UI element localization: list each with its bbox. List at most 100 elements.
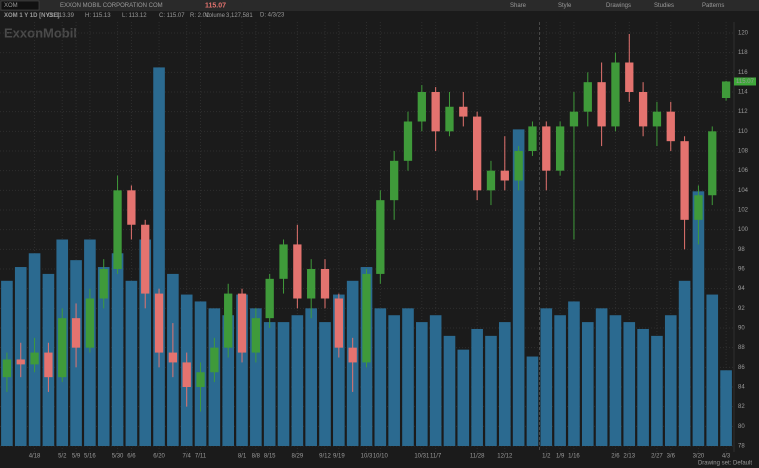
volume-bar — [125, 280, 138, 446]
volume-bar — [374, 308, 387, 446]
volume-readout: 3,127,581 — [226, 13, 253, 19]
candle-body — [403, 121, 413, 161]
candle-body — [542, 126, 551, 171]
x-tick-label: 11/28 — [470, 454, 485, 460]
toolbar-button[interactable]: Drawings — [606, 3, 631, 9]
candle-body — [113, 190, 122, 269]
volume-label: Volume — [205, 13, 226, 19]
y-tick-label: 86 — [738, 365, 745, 371]
x-tick-label: 6/20 — [153, 454, 165, 460]
candle-body — [569, 111, 579, 127]
candle-body — [168, 352, 178, 363]
ohlc-close: C: 115.07 — [159, 13, 185, 19]
volume-bar — [429, 315, 442, 446]
x-tick-label: 7/4 — [183, 454, 192, 460]
toolbar-button[interactable]: Style — [558, 3, 572, 9]
candle-body — [583, 82, 592, 112]
candle-body — [265, 278, 274, 319]
candle-body — [293, 244, 302, 299]
ohlc-open: O: 113.39 — [48, 13, 75, 19]
symbol-box[interactable] — [0, 0, 40, 11]
candle-body — [500, 170, 509, 181]
candle-body — [459, 106, 468, 117]
volume-bar — [305, 308, 317, 446]
volume-bar — [250, 308, 262, 446]
x-tick-label: 5/2 — [58, 454, 67, 460]
candle-body — [307, 269, 316, 299]
candle-body — [16, 359, 25, 365]
x-tick-label: 3/6 — [667, 454, 676, 460]
candle-body — [99, 269, 108, 299]
watermark: ExxonMobil — [4, 25, 77, 40]
candle-body — [638, 92, 648, 127]
ohlc-high: H: 115.13 — [85, 13, 111, 19]
date-readout: D: 4/3/23 — [260, 13, 285, 19]
candle-body — [141, 224, 150, 294]
candle-body — [71, 318, 81, 348]
chart-label: XOM 1 Y 1D [NYSE] — [4, 13, 59, 19]
last-price-label: 115.07 — [736, 79, 755, 85]
volume-bar — [526, 356, 539, 446]
volume-bar — [595, 308, 608, 446]
y-tick-label: 104 — [738, 188, 749, 194]
candle-body — [514, 151, 523, 181]
candle-body — [251, 318, 261, 353]
volume-bar — [153, 67, 165, 447]
x-tick-label: 2/27 — [651, 454, 663, 460]
candle-body — [445, 106, 454, 132]
candle-body — [279, 244, 288, 279]
y-tick-label: 88 — [738, 345, 745, 351]
last-price-box — [734, 77, 756, 86]
toolbar-button[interactable]: Studies — [654, 3, 674, 9]
x-tick-label: 1/2 — [542, 454, 551, 460]
x-tick-label: 4/3 — [722, 454, 731, 460]
x-tick-label: 8/8 — [252, 454, 261, 460]
symbol: XOM — [4, 3, 18, 9]
volume-bar — [111, 253, 124, 446]
candle-body — [320, 269, 330, 299]
candle-body — [182, 362, 191, 387]
y-tick-label: 96 — [738, 267, 745, 273]
x-tick-label: 11/7 — [430, 454, 442, 460]
y-tick-label: 102 — [738, 208, 749, 214]
volume-bar — [664, 315, 677, 446]
volume-bar — [471, 328, 483, 446]
toolbar-button[interactable]: Share — [510, 3, 527, 9]
x-tick-label: 3/20 — [693, 454, 705, 460]
x-tick-label: 10/31 — [414, 454, 430, 460]
candle-body — [127, 190, 136, 225]
x-tick-label: 7/11 — [195, 454, 207, 460]
volume-bar — [319, 322, 331, 446]
candle-body — [597, 82, 606, 127]
candle-body — [85, 298, 95, 348]
volume-bar — [139, 239, 152, 446]
toolbar-button[interactable]: Patterns — [702, 3, 724, 9]
volume-bar — [692, 191, 705, 446]
x-tick-label: 5/16 — [84, 454, 96, 460]
x-tick-label: 12/12 — [497, 454, 513, 460]
candle-body — [44, 352, 53, 378]
y-tick-label: 80 — [738, 424, 745, 430]
y-tick-label: 100 — [738, 227, 749, 233]
volume-bar — [443, 335, 456, 446]
y-tick-label: 106 — [738, 168, 749, 174]
y-tick-label: 82 — [738, 404, 745, 410]
y-tick-label: 112 — [738, 109, 748, 115]
candle-body — [376, 200, 385, 274]
y-tick-label: 90 — [738, 326, 745, 332]
volume-bar — [263, 322, 276, 446]
ohlc-range: R: 2.01 — [190, 13, 210, 19]
ohlc-low: L: 113.12 — [122, 13, 147, 19]
volume-bar — [651, 335, 663, 446]
volume-bar — [623, 322, 636, 446]
candle-body — [666, 111, 675, 142]
x-tick-label: 9/19 — [333, 454, 345, 460]
x-tick-label: 2/6 — [611, 454, 620, 460]
volume-bar — [291, 315, 304, 446]
volume-bar — [402, 308, 414, 446]
y-tick-label: 120 — [738, 31, 749, 37]
x-tick-label: 10/3 — [361, 454, 373, 460]
candle-body — [362, 273, 371, 363]
candle-body — [224, 293, 233, 348]
